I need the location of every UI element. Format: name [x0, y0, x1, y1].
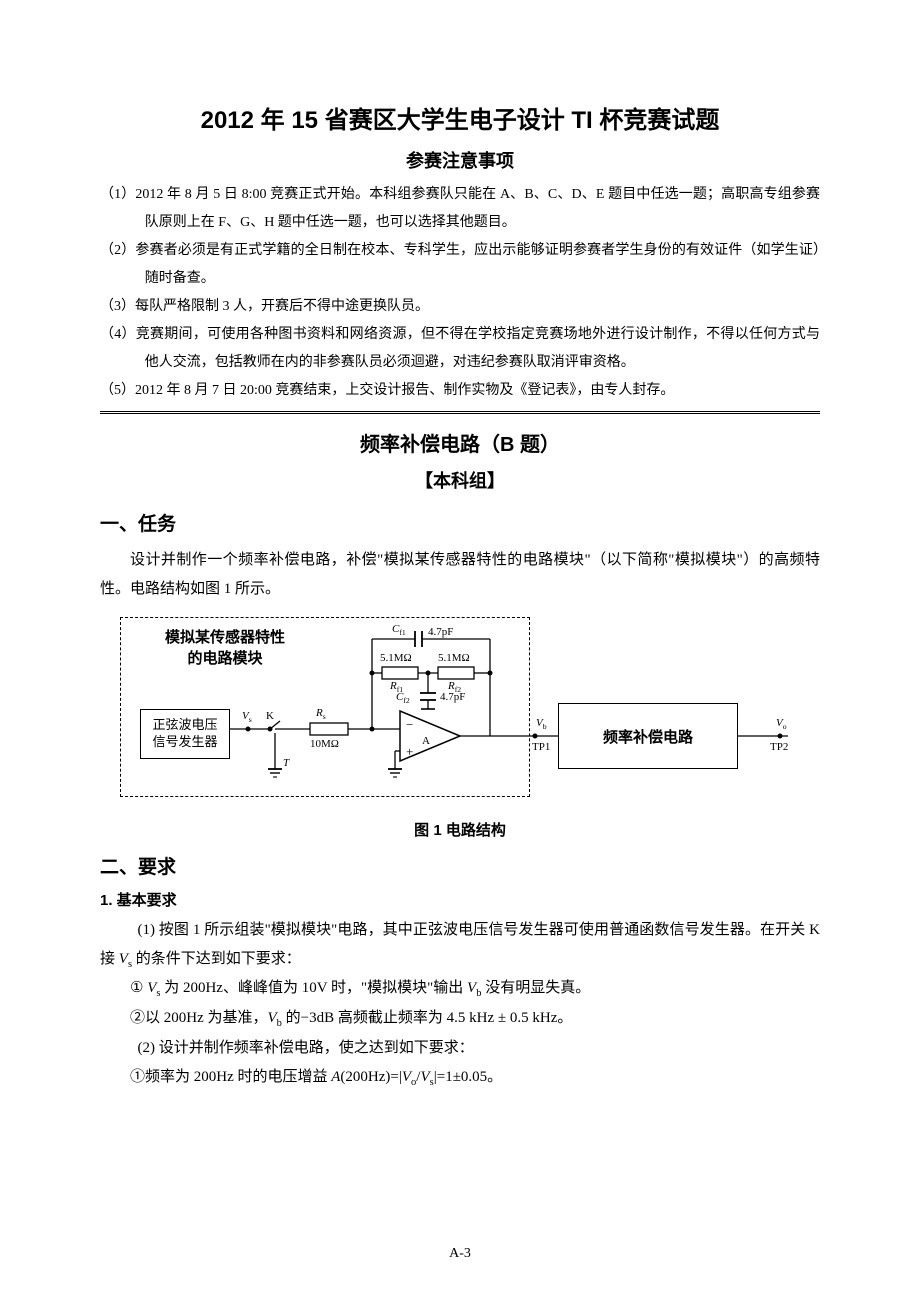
- svg-text:+: +: [406, 744, 413, 759]
- svg-text:−: −: [406, 717, 413, 732]
- rf1-value: 5.1MΩ: [380, 652, 412, 664]
- notice-title: 参赛注意事项: [100, 147, 820, 173]
- node-fb-top: [370, 671, 375, 676]
- node-fb-out: [488, 671, 493, 676]
- k-label: K: [266, 710, 274, 722]
- node-fb-in: [370, 727, 375, 732]
- group-title: 【本科组】: [100, 467, 820, 493]
- req-1-intro: (1) 按图 1 所示组装"模拟模块"电路，其中正弦波电压信号发生器可使用普通函…: [100, 916, 820, 974]
- node-k: [268, 727, 273, 732]
- cf1-label: Cf1: [392, 623, 406, 637]
- node-fb-mid: [426, 671, 431, 676]
- req-1-1: ① Vs 为 200Hz、峰峰值为 10V 时，"模拟模块"输出 Vb 没有明显…: [100, 974, 820, 1004]
- figure-1-caption: 图 1 电路结构: [100, 819, 820, 840]
- node-vs: [246, 727, 251, 732]
- circuit-diagram: 模拟某传感器特性 的电路模块 正弦波电压 信号发生器 − +: [120, 611, 800, 811]
- page-number: A-3: [0, 1246, 920, 1262]
- rs-label: Rs: [316, 707, 326, 721]
- rule-4: （4）竞赛期间，可使用各种图书资料和网络资源，但不得在学校指定竞赛场地外进行设计…: [100, 321, 820, 377]
- divider: [100, 411, 820, 414]
- problem-title: 频率补偿电路（B 题）: [100, 428, 820, 457]
- node-vb: [533, 734, 538, 739]
- section-1-heading: 一、任务: [100, 509, 820, 536]
- rule-3: （3）每队严格限制 3 人，开赛后不得中途更换队员。: [100, 293, 820, 321]
- req-1-2: ②以 200Hz 为基准，Vb 的−3dB 高频截止频率为 4.5 kHz ± …: [100, 1004, 820, 1034]
- section-2-sub-1: 1. 基本要求: [100, 889, 820, 910]
- tp1-label: TP1: [532, 741, 550, 753]
- rs-value: 10MΩ: [310, 738, 339, 750]
- compensation-box: 频率补偿电路: [558, 703, 738, 769]
- tp2-label: TP2: [770, 741, 788, 753]
- req-2-intro: (2) 设计并制作频率补偿电路，使之达到如下要求：: [100, 1034, 820, 1063]
- vs-label: Vs: [242, 710, 252, 724]
- section-1-body: 设计并制作一个频率补偿电路，补偿"模拟某传感器特性的电路模块"（以下简称"模拟模…: [100, 546, 820, 603]
- cf1-value: 4.7pF: [428, 626, 453, 638]
- a-label: A: [422, 735, 430, 747]
- rule-1: （1）2012 年 8 月 5 日 8:00 竞赛正式开始。本科组参赛队只能在 …: [100, 181, 820, 237]
- req-2-1: ①频率为 200Hz 时的电压增益 A(200Hz)=|Vo/Vs|=1±0.0…: [100, 1063, 820, 1093]
- node-vo: [778, 734, 783, 739]
- t-label: T: [283, 757, 289, 769]
- cf2-value: 4.7pF: [440, 691, 465, 703]
- vb-label: Vb: [536, 717, 547, 731]
- rule-2: （2）参赛者必须是有正式学籍的全日制在校本、专科学生，应出示能够证明参赛者学生身…: [100, 237, 820, 293]
- main-title: 2012 年 15 省赛区大学生电子设计 TI 杯竞赛试题: [100, 100, 820, 135]
- rf2-value: 5.1MΩ: [438, 652, 470, 664]
- figure-1: 模拟某传感器特性 的电路模块 正弦波电压 信号发生器 − +: [100, 611, 820, 811]
- section-2-heading: 二、要求: [100, 852, 820, 879]
- vo-label: Vo: [776, 717, 787, 731]
- cf2-label: Cf2: [396, 691, 410, 705]
- rule-5: （5）2012 年 8 月 7 日 20:00 竞赛结束，上交设计报告、制作实物…: [100, 377, 820, 405]
